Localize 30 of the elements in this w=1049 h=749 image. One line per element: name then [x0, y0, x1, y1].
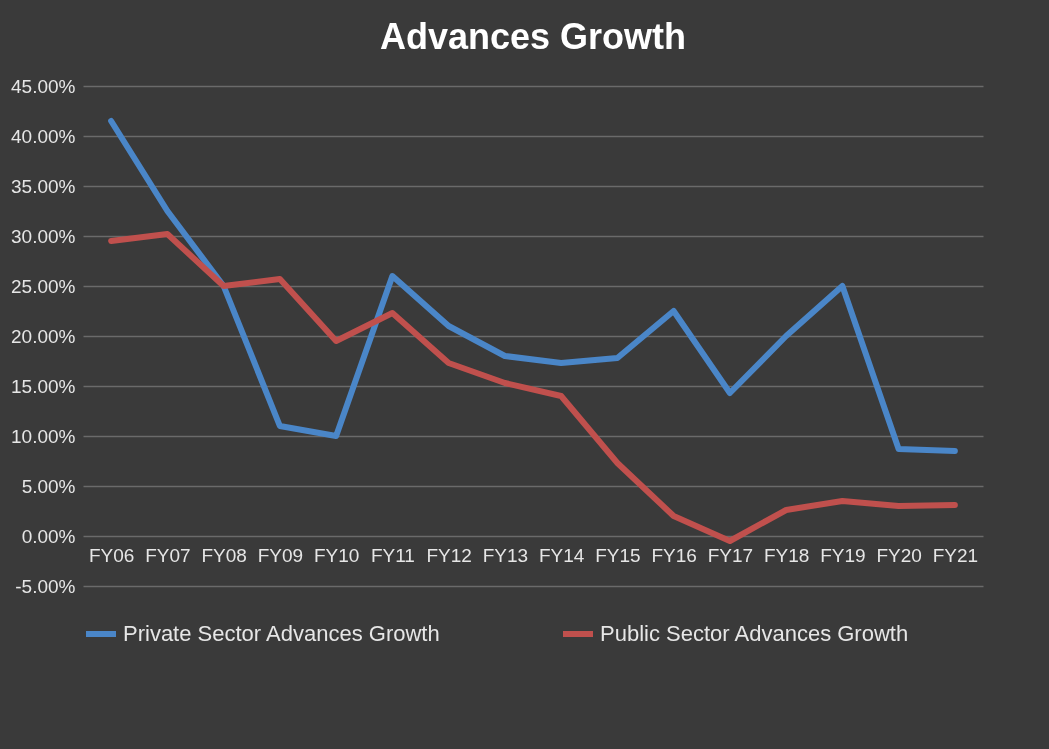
x-tick-label: FY18 [763, 544, 810, 566]
x-tick-label: FY12 [426, 544, 472, 566]
x-tick-label: FY07 [145, 544, 191, 566]
y-tick-label: 45.00% [11, 75, 76, 97]
y-tick-label: 10.00% [11, 425, 76, 447]
y-tick-label: 25.00% [11, 275, 76, 297]
x-tick-label: FY16 [651, 544, 697, 566]
y-tick-label: 35.00% [11, 175, 76, 197]
chart-title: Advances Growth [379, 16, 687, 57]
x-tick-label: FY21 [932, 544, 979, 566]
x-tick-label: FY08 [201, 544, 247, 566]
y-tick-label: 15.00% [11, 375, 76, 397]
y-tick-label: 30.00% [11, 225, 76, 247]
y-tick-label: -5.00% [15, 575, 76, 597]
x-tick-label: FY15 [595, 544, 641, 566]
x-tick-label: FY17 [707, 544, 754, 566]
y-tick-label: 20.00% [11, 325, 76, 347]
x-tick-label: FY06 [88, 544, 135, 566]
y-tick-label: 5.00% [21, 475, 76, 497]
x-tick-label: FY20 [876, 544, 922, 566]
x-tick-label: FY09 [257, 544, 304, 566]
x-tick-label: FY11 [370, 544, 415, 566]
x-tick-label: FY19 [820, 544, 866, 566]
y-tick-label: 0.00% [21, 525, 76, 547]
x-tick-label: FY13 [482, 544, 529, 566]
y-tick-label: 40.00% [11, 125, 76, 147]
legend-label: Public Sector Advances Growth [600, 621, 909, 646]
legend-label: Private Sector Advances Growth [123, 621, 440, 646]
x-tick-label: FY10 [313, 544, 360, 566]
x-tick-label: FY14 [538, 544, 585, 566]
